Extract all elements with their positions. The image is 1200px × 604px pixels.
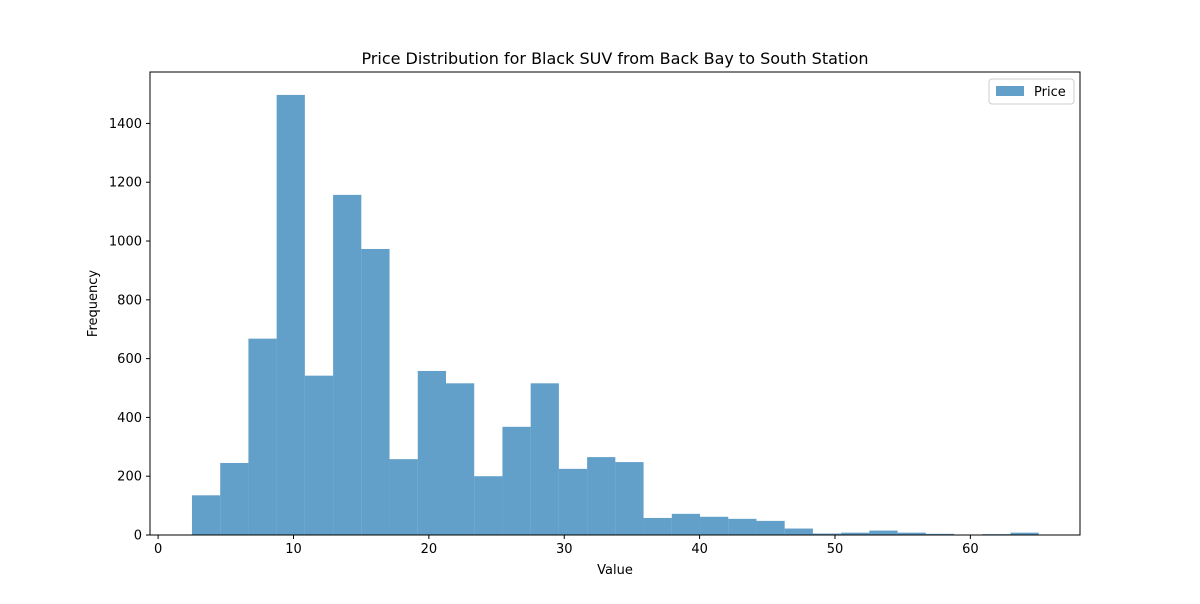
y-axis: 0 200 400 600 800 1000 1200 1400 <box>109 117 150 544</box>
histogram-bar <box>389 459 418 535</box>
y-axis-label: Frequency <box>86 270 101 337</box>
y-tick-label: 800 <box>117 293 142 308</box>
plot-frame <box>149 71 1081 536</box>
y-tick-label: 1000 <box>109 235 142 250</box>
histogram-bar <box>587 457 616 535</box>
x-tick-label: 40 <box>691 542 708 557</box>
histogram-bar <box>756 520 785 535</box>
bars-group <box>191 94 1039 536</box>
histogram-bar <box>417 370 446 535</box>
histogram-bar <box>671 513 701 535</box>
histogram-bar <box>220 462 249 535</box>
histogram-bar <box>925 533 955 535</box>
y-tick-label: 1200 <box>109 176 142 191</box>
y-tick-label: 200 <box>117 470 142 485</box>
chart-title: Price Distribution for Black SUV from Ba… <box>361 49 868 68</box>
histogram-bar <box>502 426 531 535</box>
histogram-bar <box>333 194 362 535</box>
histogram-bar <box>558 468 588 535</box>
x-axis: 0 10 20 30 40 50 60 <box>154 535 979 557</box>
histogram-bar <box>276 94 305 535</box>
y-tick-label: 600 <box>117 352 142 367</box>
x-tick-label: 0 <box>154 542 162 557</box>
histogram-bar <box>841 532 870 535</box>
legend: Price <box>988 78 1075 105</box>
histogram-bar <box>304 375 334 535</box>
histogram-bar <box>728 518 757 535</box>
histogram-bar <box>530 383 559 535</box>
x-tick-label: 50 <box>827 542 844 557</box>
histogram-bar <box>474 476 503 535</box>
histogram-bar <box>191 495 221 535</box>
histogram-bar <box>700 516 729 535</box>
legend-label: Price <box>1034 85 1066 100</box>
legend-frame <box>988 78 1075 105</box>
histogram-bar <box>897 532 926 535</box>
histogram-bar <box>812 533 842 535</box>
histogram-bar <box>445 383 475 535</box>
histogram-bar <box>1010 532 1039 535</box>
y-tick-label: 400 <box>117 411 142 426</box>
histogram-bar <box>361 248 390 536</box>
x-tick-label: 30 <box>556 542 573 557</box>
histogram-bar <box>643 517 672 535</box>
histogram-bar <box>615 462 644 535</box>
x-tick-label: 10 <box>285 542 302 557</box>
x-tick-label: 60 <box>962 542 979 557</box>
x-axis-label: Value <box>597 563 633 578</box>
x-tick-label: 20 <box>421 542 438 557</box>
y-tick-label: 0 <box>134 529 142 544</box>
histogram-bar <box>784 528 813 535</box>
y-tick-label: 1400 <box>109 117 142 132</box>
legend-swatch <box>996 86 1024 96</box>
histogram-bar <box>869 530 898 535</box>
histogram-bar <box>248 338 277 535</box>
